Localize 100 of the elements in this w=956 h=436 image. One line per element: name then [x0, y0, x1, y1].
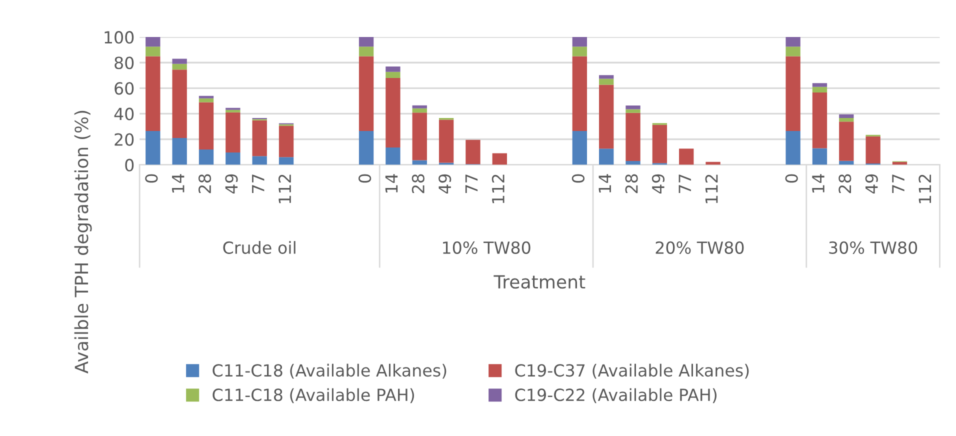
bar — [252, 120, 267, 156]
legend-label: C11-C18 (Available Alkanes) — [212, 364, 446, 379]
y-tick-label: 80 — [114, 56, 134, 70]
bar — [358, 56, 374, 131]
x-tick-label: 77 — [252, 174, 264, 193]
bar — [599, 78, 614, 85]
y-tick-label: 60 — [114, 82, 134, 95]
x-tick-label: 112 — [278, 174, 291, 204]
bar — [146, 37, 160, 47]
bar — [466, 140, 480, 164]
bar — [626, 112, 640, 161]
bar — [626, 109, 640, 113]
bar — [226, 110, 240, 112]
text: 20% TW80 — [656, 241, 744, 254]
x-tick-label: 14 — [598, 174, 611, 193]
bar — [278, 126, 294, 158]
bar — [679, 148, 694, 165]
bar — [786, 46, 800, 56]
legend-label: C19-C37 (Available Alkanes) — [515, 364, 749, 379]
bar — [252, 156, 267, 165]
bar — [572, 46, 588, 56]
bar — [599, 148, 614, 165]
bar — [812, 148, 828, 165]
bar — [786, 37, 800, 47]
x-tick-label: 49 — [865, 174, 878, 194]
bar — [572, 130, 588, 165]
x-tick-label: 49 — [225, 174, 238, 194]
y-tick-label: 0 — [125, 158, 134, 172]
text: 10% TW80 — [443, 241, 530, 254]
x-tick-label: 28 — [412, 174, 424, 194]
bar — [812, 83, 828, 87]
bar — [358, 46, 374, 56]
bar — [172, 138, 187, 165]
bar — [278, 157, 294, 165]
bar — [599, 75, 614, 79]
bar — [386, 72, 400, 78]
bar — [839, 122, 854, 161]
legend-label: C19-C22 (Available PAH) — [515, 388, 717, 404]
x-tick-label: 14 — [385, 174, 398, 193]
x-tick-label: 28 — [625, 174, 638, 194]
bar — [226, 112, 240, 153]
x-tick-label: 14 — [812, 174, 824, 193]
y-tick-label: 100 — [104, 31, 134, 44]
legend-label: C11-C18 (Available PAH) — [212, 388, 414, 404]
x-tick-label: 0 — [572, 174, 585, 183]
bar — [386, 148, 400, 165]
bar — [839, 118, 854, 122]
bar — [786, 56, 800, 131]
x-tick-label: 14 — [172, 174, 184, 193]
bar — [599, 84, 614, 149]
x-tick-label: 0 — [785, 174, 798, 183]
bar — [626, 160, 640, 165]
bar — [412, 112, 427, 160]
x-tick-label: 77 — [465, 174, 478, 193]
bar — [812, 92, 828, 148]
y-tick-label: 20 — [114, 133, 134, 146]
y-tick-label: 40 — [114, 108, 134, 120]
bar — [172, 70, 187, 138]
text: 30% TW80 — [829, 241, 918, 254]
bar — [866, 136, 880, 164]
bar — [438, 120, 454, 163]
x-tick-label: 28 — [838, 174, 852, 194]
bar — [386, 66, 400, 72]
bar — [358, 130, 374, 165]
x-tick-label: 112 — [918, 174, 932, 204]
bar — [226, 152, 240, 165]
bar — [198, 96, 214, 98]
bar — [839, 114, 854, 118]
bar — [626, 106, 640, 110]
bar — [786, 130, 800, 165]
bar — [572, 37, 588, 47]
x-tick-label: 0 — [145, 174, 158, 183]
x-tick-label: 49 — [652, 174, 665, 194]
y-axis-title: Availble TPH degradation (%) — [74, 110, 92, 374]
bar — [198, 102, 214, 150]
bar — [198, 98, 214, 102]
bar — [386, 78, 400, 148]
x-tick-label: 112 — [705, 174, 718, 204]
bar — [412, 160, 427, 165]
bar — [358, 37, 374, 47]
bar — [412, 105, 427, 108]
bar — [172, 64, 187, 70]
x-tick-label: 77 — [678, 174, 691, 193]
bar — [146, 46, 160, 56]
bar — [146, 56, 160, 131]
x-tick-label: 112 — [492, 174, 504, 204]
x-tick-label: 77 — [892, 174, 904, 193]
bar — [812, 86, 828, 93]
bar — [172, 58, 187, 64]
bar — [146, 130, 160, 165]
x-tick-label: 49 — [438, 174, 452, 194]
text: Crude oil — [223, 241, 296, 254]
bar — [572, 56, 588, 131]
x-axis-title: Treatment — [494, 275, 586, 289]
bar — [198, 149, 214, 165]
bar — [492, 153, 507, 165]
x-tick-label: 0 — [358, 174, 372, 183]
x-tick-label: 28 — [198, 174, 212, 194]
bar — [652, 124, 668, 164]
bar — [412, 108, 427, 113]
